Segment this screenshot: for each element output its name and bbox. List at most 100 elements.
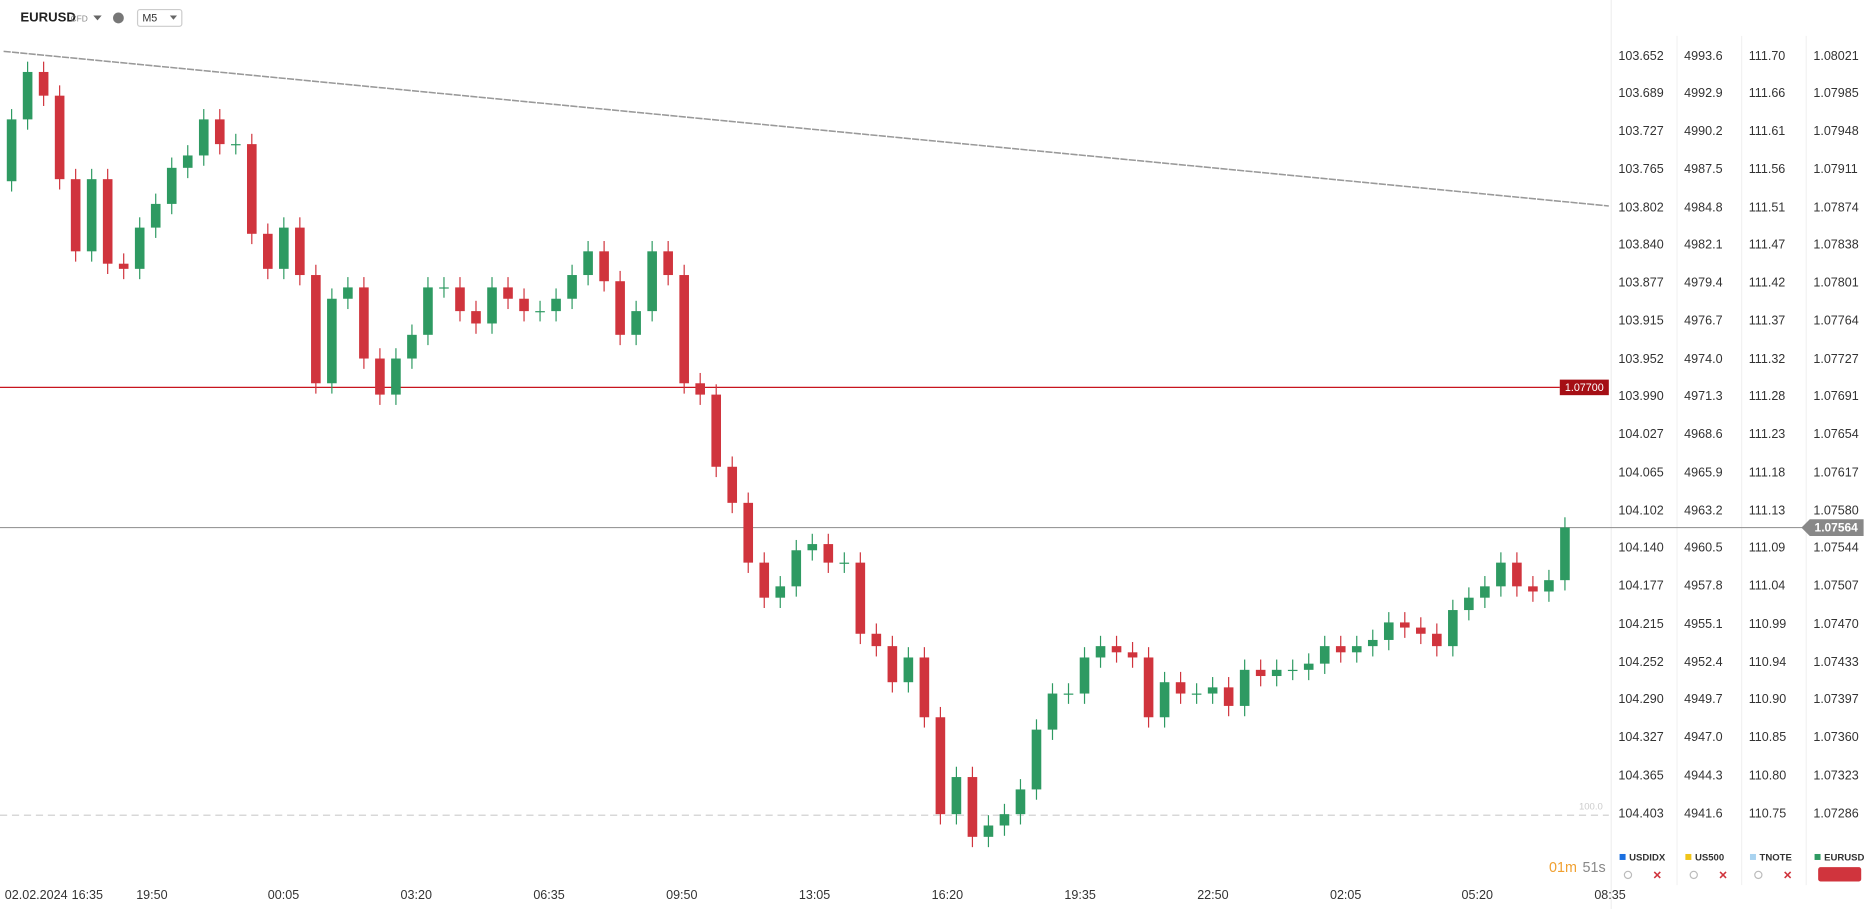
side-axis-label: 111.13 — [1749, 503, 1786, 517]
side-axis-label: 4987.5 — [1684, 162, 1722, 176]
side-axis-label: 103.802 — [1618, 200, 1663, 214]
side-axis-label: 111.32 — [1749, 352, 1786, 366]
candle-body — [567, 275, 577, 299]
candle-body — [118, 263, 129, 269]
timeframe-box[interactable] — [136, 8, 183, 27]
candle-body — [54, 95, 65, 180]
legend-label[interactable]: US500 — [1695, 853, 1724, 864]
candle-body — [839, 562, 850, 564]
side-axis-label: 111.66 — [1749, 86, 1786, 100]
x-tick-label: 02:05 — [1330, 888, 1361, 902]
candle-body — [487, 287, 497, 324]
candle-body — [1063, 693, 1074, 695]
x-tick-label: 08:35 — [1594, 888, 1625, 902]
legend-swatch — [1749, 853, 1756, 860]
side-axis-label: 4993.6 — [1684, 49, 1722, 63]
side-axis-label: 110.75 — [1749, 806, 1786, 820]
candle-body — [1319, 646, 1330, 664]
side-axis-label: 4941.6 — [1684, 806, 1722, 820]
candle-body — [1464, 597, 1474, 611]
candle-body — [198, 119, 209, 156]
candle-body — [871, 633, 882, 647]
candle-body — [1351, 646, 1362, 653]
legend-remove[interactable] — [1653, 871, 1661, 879]
candle-body — [695, 383, 705, 395]
legend-label[interactable]: USDIDX — [1629, 853, 1666, 864]
candle-body — [1143, 657, 1154, 718]
candle-body — [535, 311, 545, 313]
side-axis-label: 4974.0 — [1684, 352, 1722, 366]
y-tick-label: 1.07617 — [1813, 465, 1858, 479]
candle-body — [599, 251, 609, 282]
candle-body — [1031, 729, 1042, 790]
symbol[interactable]: EURUSD — [20, 9, 76, 24]
candle-body — [615, 281, 625, 335]
legend-visibility[interactable] — [1689, 870, 1698, 880]
candle-body — [1223, 687, 1234, 706]
side-axis-label: 110.94 — [1749, 655, 1786, 669]
candle-body — [1448, 610, 1458, 647]
side-axis-label: 4947.0 — [1684, 730, 1722, 744]
candle-body — [6, 119, 17, 182]
price-label: 1.07564 — [1815, 520, 1859, 534]
fib-label: 100.0 — [1579, 801, 1603, 812]
legend-visibility[interactable] — [1623, 870, 1633, 880]
side-axis-label: 104.252 — [1618, 655, 1663, 669]
side-axis-label: 4944.3 — [1684, 768, 1722, 782]
candle-body — [471, 311, 481, 324]
side-axis-label: 111.42 — [1749, 276, 1786, 290]
side-axis-label: 103.689 — [1618, 86, 1663, 100]
candle-body — [1528, 586, 1538, 592]
side-axis-label: 4984.8 — [1684, 200, 1722, 214]
candle-body — [1159, 682, 1170, 718]
info-icon[interactable] — [113, 12, 124, 24]
legend-label[interactable]: EURUSD — [1824, 853, 1864, 864]
side-axis-label: 4992.9 — [1684, 86, 1722, 100]
candle-body — [359, 287, 369, 359]
symbol-dropdown[interactable] — [93, 15, 102, 21]
candle-body — [583, 251, 593, 276]
side-axis-label: 104.290 — [1618, 692, 1663, 706]
candle-body — [1111, 646, 1122, 653]
y-tick-label: 1.07801 — [1813, 276, 1858, 290]
side-axis-label: 104.102 — [1618, 503, 1663, 517]
side-axis-label: 4957.8 — [1684, 579, 1722, 593]
legend-remove[interactable] — [1784, 871, 1792, 879]
candle-body — [214, 119, 225, 145]
candle-body — [631, 311, 641, 335]
candle-body — [1095, 646, 1106, 658]
candle-body — [166, 167, 177, 204]
candle-body — [663, 251, 673, 276]
candle-body — [999, 814, 1010, 826]
side-axis-label: 110.99 — [1749, 617, 1786, 631]
candle-body — [1271, 669, 1282, 677]
candle-body — [1207, 687, 1218, 694]
candle-body — [951, 777, 962, 815]
legend-swatch — [1685, 853, 1692, 860]
candle-body — [102, 179, 113, 264]
x-tick-label: 00:05 — [268, 888, 299, 902]
candle-body — [1432, 633, 1442, 647]
candle-body — [823, 544, 834, 563]
candle-body — [279, 227, 289, 269]
y-tick-label: 1.07507 — [1813, 579, 1858, 593]
side-axis-label: 111.70 — [1749, 49, 1786, 63]
legend-visibility[interactable] — [1754, 870, 1763, 880]
candle-body — [423, 287, 433, 335]
candle-body — [919, 657, 930, 718]
candle-body — [263, 233, 273, 269]
legend-remove[interactable] — [1719, 871, 1727, 879]
y-tick-label: 1.07323 — [1813, 768, 1858, 782]
side-axis-label: 4968.6 — [1684, 427, 1722, 441]
candle-body — [727, 466, 738, 503]
x-tick-label: 02.02.2024 — [5, 888, 68, 902]
legend-active[interactable] — [1818, 867, 1862, 882]
legend-label[interactable]: TNOTE — [1760, 853, 1792, 864]
y-tick-label: 1.07286 — [1813, 806, 1858, 820]
candle-body — [1367, 639, 1378, 647]
candle-body — [983, 825, 994, 837]
candle-body — [38, 71, 49, 96]
side-axis-label: 111.61 — [1749, 124, 1786, 138]
side-axis-label: 111.23 — [1749, 427, 1786, 441]
side-axis-label: 104.027 — [1618, 427, 1663, 441]
